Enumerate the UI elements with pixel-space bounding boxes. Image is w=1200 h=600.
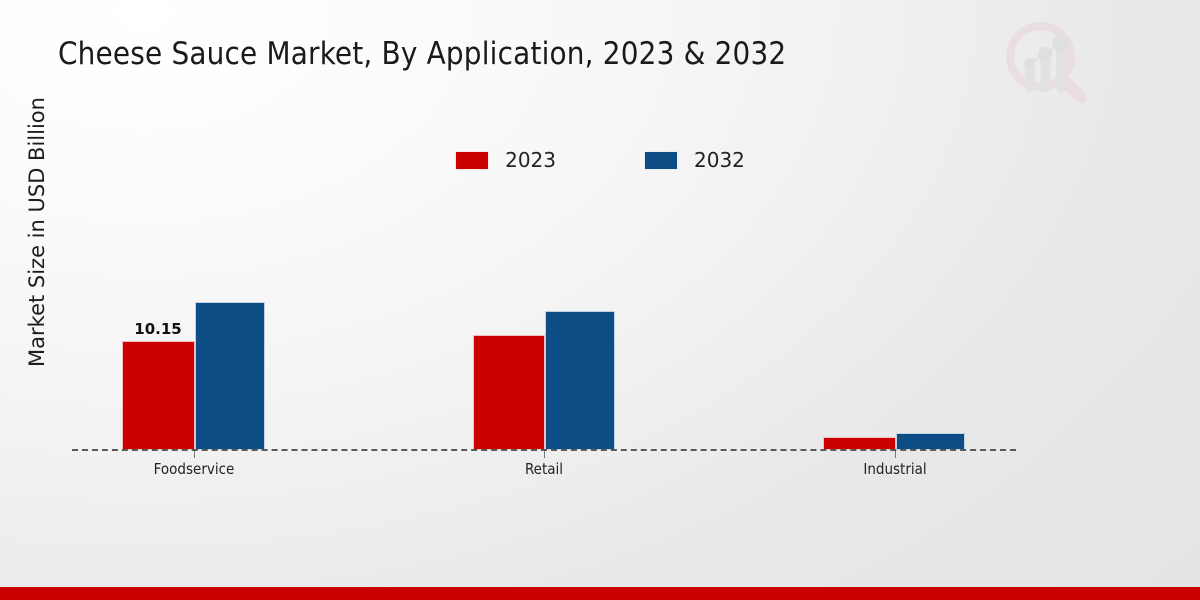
- legend-label-2023: 2023: [505, 148, 556, 172]
- x-axis-baseline: [72, 449, 1016, 451]
- legend-label-2032: 2032: [694, 148, 745, 172]
- bar-value-label-foodservice-2023: 10.15: [134, 320, 182, 338]
- chart-legend: 2023 2032: [0, 148, 1200, 172]
- category-label-industrial: Industrial: [863, 460, 927, 478]
- legend-swatch-2023: [455, 150, 490, 170]
- legend-swatch-2032: [644, 150, 678, 170]
- bar-foodservice-2023[interactable]: [122, 341, 195, 450]
- category-label-retail: Retail: [524, 460, 564, 478]
- bar-foodservice-2032[interactable]: [195, 302, 265, 450]
- page-title: Cheese Sauce Market, By Application, 202…: [58, 36, 787, 72]
- legend-item-2023[interactable]: 2023: [455, 148, 556, 172]
- legend-item-2032[interactable]: 2032: [644, 148, 745, 172]
- tick-industrial: [895, 450, 896, 458]
- bar-retail-2023[interactable]: [473, 335, 545, 450]
- tick-foodservice: [194, 450, 195, 458]
- bar-retail-2032[interactable]: [545, 311, 615, 450]
- category-label-foodservice: Foodservice: [153, 460, 235, 478]
- bar-industrial-2032[interactable]: [896, 433, 965, 450]
- footer-accent-bar: [0, 587, 1200, 600]
- tick-retail: [544, 450, 545, 458]
